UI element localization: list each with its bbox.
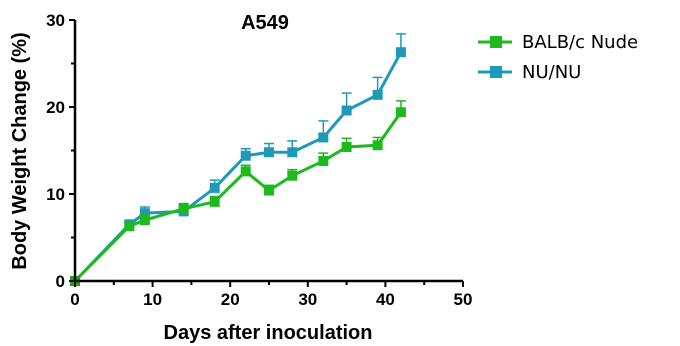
x-tick-label: 40 [376, 290, 395, 309]
x-tick-label: 20 [221, 290, 240, 309]
data-point [139, 215, 150, 226]
y-axis-label: Body Weight Change (%) [9, 32, 31, 269]
y-tick-label: 30 [46, 11, 65, 30]
data-point [264, 147, 274, 158]
data-point [124, 221, 135, 232]
data-point [341, 105, 352, 116]
chart-title: A549 [241, 12, 289, 34]
ticks-layer: 0 10 20 30 40 50 0 10 20 30 [46, 11, 472, 309]
x-tick-label: 30 [298, 290, 317, 309]
data-point [395, 107, 406, 118]
legend-entry: NU/NU [478, 62, 581, 83]
series-1 [70, 33, 406, 286]
data-point [264, 185, 274, 196]
legend-marker [490, 66, 502, 78]
data-point [318, 132, 329, 143]
legend: BALB/c Nude NU/NU [478, 32, 638, 83]
x-tick-label: 10 [143, 290, 162, 309]
data-point [341, 142, 352, 153]
legend-label: BALB/c Nude [522, 32, 638, 53]
data-point [395, 47, 406, 58]
x-tick-label: 0 [70, 290, 79, 309]
series-0 [70, 100, 406, 286]
data-point [178, 203, 189, 214]
legend-entry: BALB/c Nude [478, 32, 638, 53]
y-tick-label: 0 [56, 272, 65, 291]
data-point [372, 89, 383, 100]
x-tick-label: 50 [454, 290, 473, 309]
series-line [73, 111, 403, 283]
data-point [209, 196, 220, 207]
data-point [240, 166, 251, 177]
data-point [287, 147, 298, 158]
data-point [209, 182, 220, 193]
data-point [318, 155, 329, 166]
legend-label: NU/NU [522, 62, 581, 83]
data-point [240, 150, 251, 161]
data-point [372, 140, 383, 151]
y-tick-label: 20 [46, 98, 65, 117]
y-tick-label: 10 [46, 185, 65, 204]
data-point [139, 208, 150, 219]
series-line [73, 51, 403, 283]
legend-marker [490, 36, 502, 48]
series-layer [70, 33, 406, 286]
data-point [287, 170, 298, 181]
x-axis-label: Days after inoculation [164, 322, 373, 344]
